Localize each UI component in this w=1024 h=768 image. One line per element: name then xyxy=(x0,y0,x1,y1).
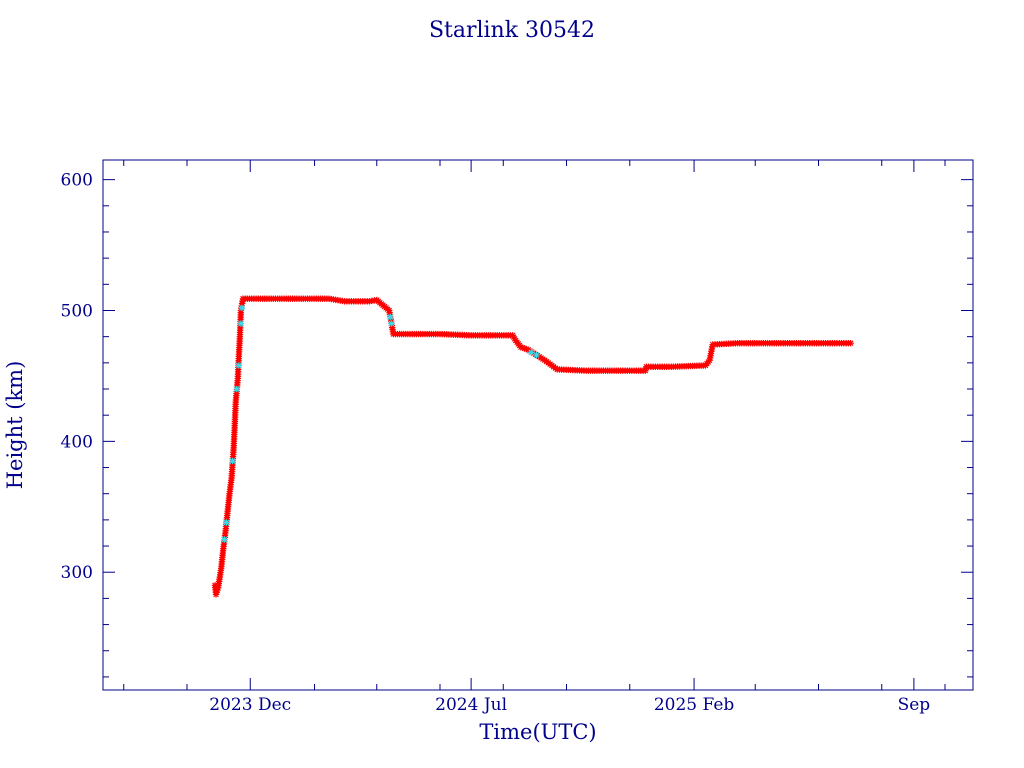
plot-area: 300 400 500 600 2023 Dec 2024 Jul 2025 Feb Sep xyxy=(61,159,974,715)
plot-frame xyxy=(102,159,974,691)
data-point xyxy=(233,385,240,393)
x-tick-label: 2024 Jul xyxy=(435,695,507,715)
marker-stroke xyxy=(236,362,242,369)
tick-layer: 300 400 500 600 2023 Dec 2024 Jul 2025 Feb Sep xyxy=(61,160,973,715)
y-tick-label: 300 xyxy=(61,563,93,583)
data-point xyxy=(237,320,245,327)
chart-title: Starlink 30542 xyxy=(429,18,595,43)
marker-stroke xyxy=(533,352,540,358)
data-point xyxy=(221,536,228,543)
y-axis-title: Height (km) xyxy=(3,361,27,490)
x-axis-title: Time(UTC) xyxy=(479,720,596,744)
data-point xyxy=(847,340,854,347)
marker-stroke xyxy=(239,305,245,311)
data-point xyxy=(387,313,394,321)
data-point xyxy=(229,457,236,465)
data-point xyxy=(223,519,230,526)
marker-stroke xyxy=(388,320,395,327)
series-2 xyxy=(221,304,540,543)
marker-stroke xyxy=(223,519,230,526)
data-point xyxy=(533,351,540,359)
y-tick-label: 500 xyxy=(61,301,93,321)
marker-stroke xyxy=(233,386,240,392)
marker-stroke xyxy=(221,536,228,543)
x-tick-label: Sep xyxy=(898,695,931,715)
x-tick-label: 2023 Dec xyxy=(209,695,291,715)
series-layer xyxy=(211,295,854,598)
marker-stroke xyxy=(528,349,535,356)
y-tick-label: 400 xyxy=(61,432,93,452)
y-tick-label: 600 xyxy=(61,171,93,191)
marker-stroke xyxy=(238,320,244,327)
marker-stroke xyxy=(847,340,854,347)
x-tick-label: 2025 Feb xyxy=(654,695,735,715)
data-point xyxy=(528,349,535,356)
data-point xyxy=(235,362,243,369)
data-point xyxy=(388,320,395,327)
marker-stroke xyxy=(229,458,236,464)
data-point xyxy=(238,304,246,312)
marker-stroke xyxy=(387,314,394,320)
